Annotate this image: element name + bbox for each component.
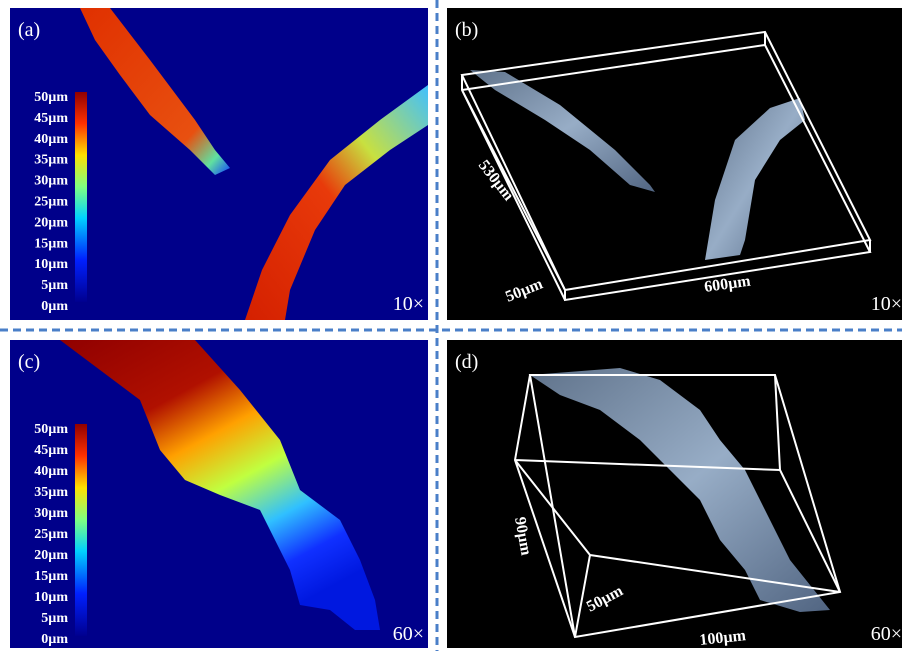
panel-label: (a) [18, 19, 40, 41]
colorbar-label: 0µm [41, 632, 68, 647]
colorbar-label: 10µm [34, 590, 68, 605]
panel-c: (c) 60× [10, 340, 428, 648]
colorbar-label: 50µm [34, 422, 68, 437]
colorbar-label: 40µm [34, 464, 68, 479]
colorbar [75, 424, 87, 636]
colorbar-label: 15µm [34, 569, 68, 584]
panel-label: (b) [455, 19, 478, 41]
panel-b: 530µm 50µm 600µm (b) 10× [447, 8, 902, 320]
colorbar-label: 35µm [34, 485, 68, 500]
magnification: 60× [393, 623, 424, 645]
magnification: 10× [393, 293, 424, 315]
colorbar-label: 20µm [34, 215, 68, 230]
colorbar-label: 25µm [34, 527, 68, 542]
colorbar-label: 15µm [34, 236, 68, 251]
colorbar-label: 25µm [34, 195, 68, 210]
colorbar [75, 92, 87, 302]
colorbar-label: 45µm [34, 443, 68, 458]
panel-a: (a) 10× [10, 8, 428, 320]
panel-background [447, 8, 902, 320]
colorbar-label: 30µm [34, 174, 68, 189]
colorbar-label: 10µm [34, 257, 68, 272]
colorbar-label: 20µm [34, 548, 68, 563]
colorbar-label: 50µm [34, 90, 68, 105]
colorbar-label: 0µm [41, 299, 68, 314]
panel-label: (c) [18, 351, 40, 373]
panel-background [447, 340, 902, 648]
panel-label: (d) [455, 351, 478, 373]
panel-d: 90µm 50µm 100µm (d) 60× [447, 340, 902, 649]
colorbar-label: 5µm [41, 278, 68, 293]
colorbar-label: 40µm [34, 132, 68, 147]
colorbar-label: 5µm [41, 611, 68, 626]
colorbar-label: 45µm [34, 111, 68, 126]
colorbar-label: 35µm [34, 153, 68, 168]
figure: (a) 10× 530µm 50µm 600µm (b) 10× (c) 60×… [0, 0, 902, 651]
magnification: 10× [871, 293, 902, 315]
magnification: 60× [871, 623, 902, 645]
colorbar-label: 30µm [34, 506, 68, 521]
